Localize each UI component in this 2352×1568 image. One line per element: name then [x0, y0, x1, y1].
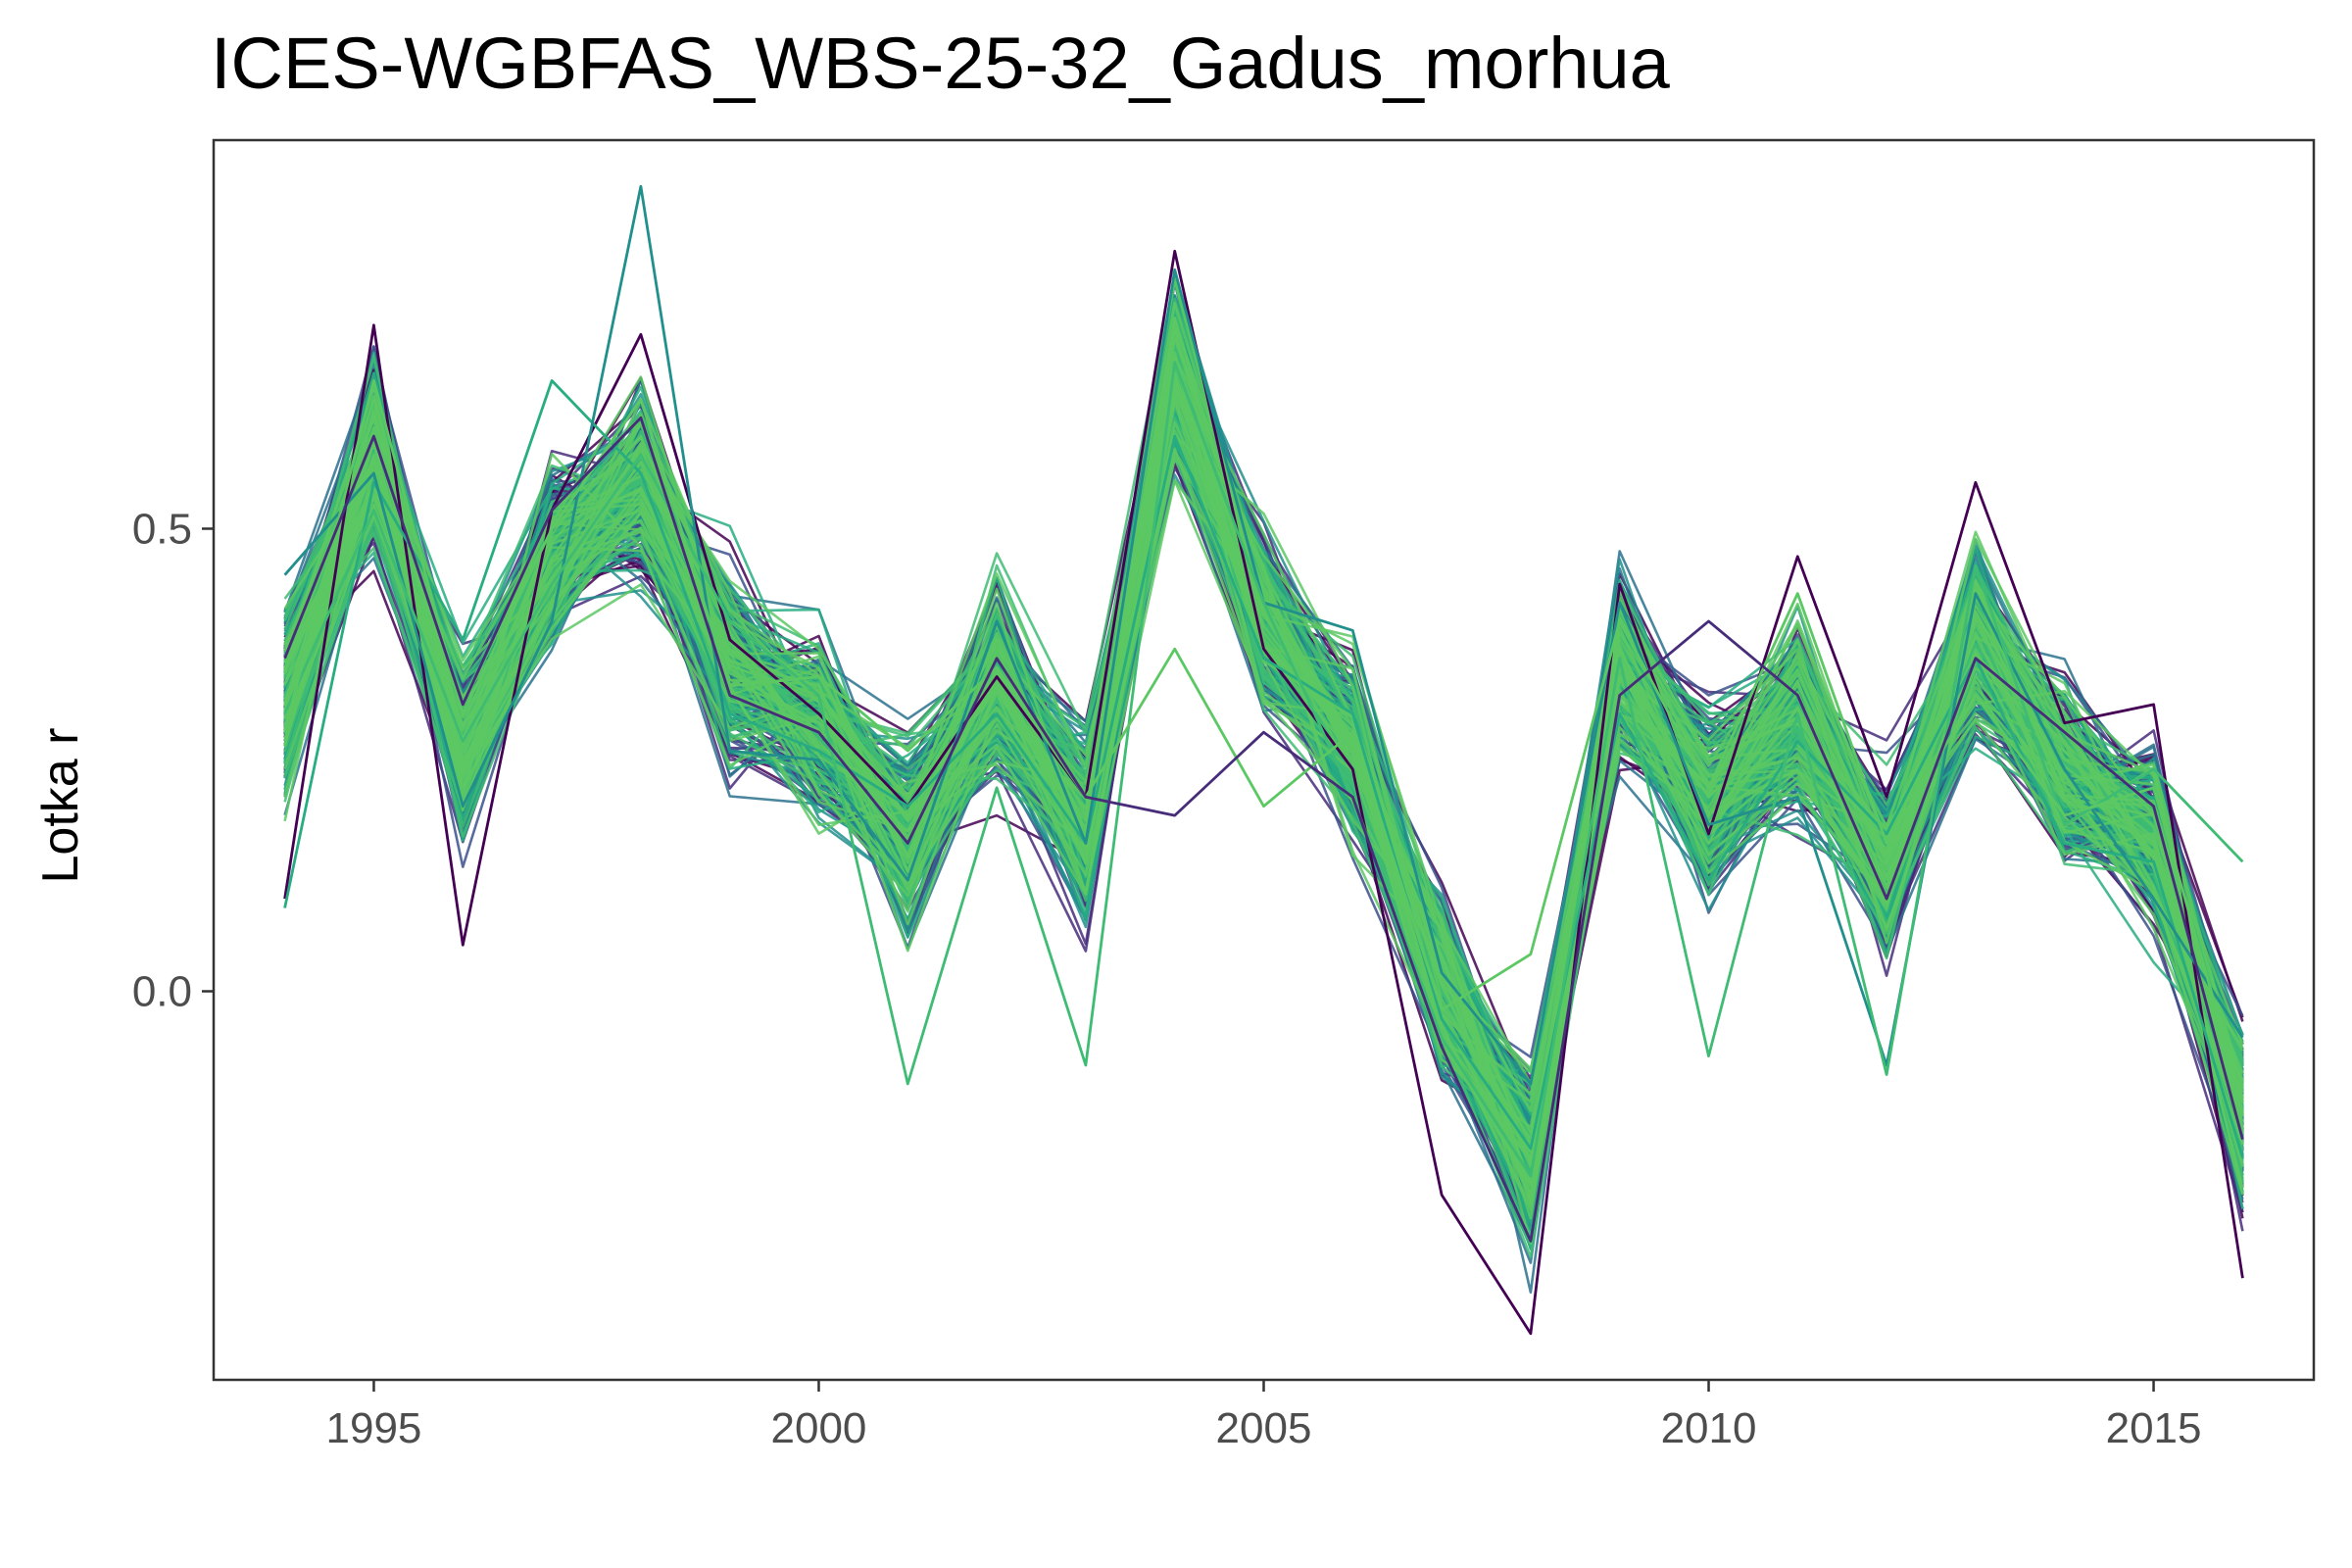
- series-line: [283, 393, 2244, 1141]
- chart-title: ICES-WGBFAS_WBS-25-32_Gadus_morhua: [211, 23, 1670, 104]
- x-tick-label: 2000: [771, 1404, 867, 1452]
- x-tick-label: 1995: [326, 1404, 422, 1452]
- series-line-outlier: [283, 361, 2244, 1178]
- x-tick-label: 2005: [1216, 1404, 1312, 1452]
- series-layer: [283, 184, 2244, 1336]
- axis-layer: 1995 2000 2005 2010 2015 0.0 0.5: [132, 505, 2202, 1452]
- y-tick-label: 0.5: [132, 505, 192, 553]
- series-line-outlier: [283, 249, 2244, 1336]
- series-line-outlier: [283, 378, 2244, 1103]
- series-line: [283, 399, 2244, 1189]
- series-line: [283, 370, 2244, 1188]
- series-line-outlier: [283, 416, 2244, 1243]
- y-tick-label: 0.0: [132, 968, 192, 1016]
- x-tick-label: 2010: [1661, 1404, 1757, 1452]
- x-tick-label: 2015: [2106, 1404, 2202, 1452]
- series-line: [283, 453, 2244, 1183]
